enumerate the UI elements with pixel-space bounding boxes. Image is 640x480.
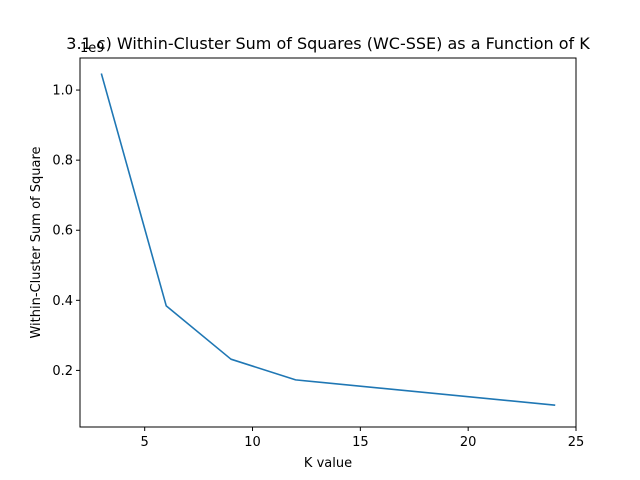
x-tick-label-15: 15 — [352, 435, 369, 450]
plot-frame — [79, 57, 577, 428]
x-tick-label-10: 10 — [244, 435, 261, 450]
x-axis-label: K value — [304, 456, 352, 471]
x-tick-label-25: 25 — [568, 435, 585, 450]
plot-area — [80, 58, 576, 427]
y-axis: 0.2 0.4 0.6 0.8 1.0 — [52, 84, 80, 379]
y-tick-label-0.4: 0.4 — [52, 294, 73, 309]
x-axis: 5 10 15 20 25 — [141, 427, 585, 450]
y-tick-label-0.6: 0.6 — [52, 224, 73, 239]
y-tick-label-0.2: 0.2 — [52, 364, 73, 379]
y-offset-label: 1e9 — [80, 41, 105, 56]
x-tick-label-20: 20 — [460, 435, 477, 450]
chart-title: 3.1 c) Within-Cluster Sum of Squares (WC… — [66, 34, 590, 53]
y-tick-label-1: 1.0 — [52, 84, 73, 99]
y-axis-label: Within-Cluster Sum of Square — [29, 146, 44, 338]
marks — [100, 73, 556, 406]
x-tick-label-5: 5 — [141, 435, 149, 450]
series-line-0 — [100, 73, 556, 406]
y-tick-label-0.8: 0.8 — [52, 154, 73, 169]
